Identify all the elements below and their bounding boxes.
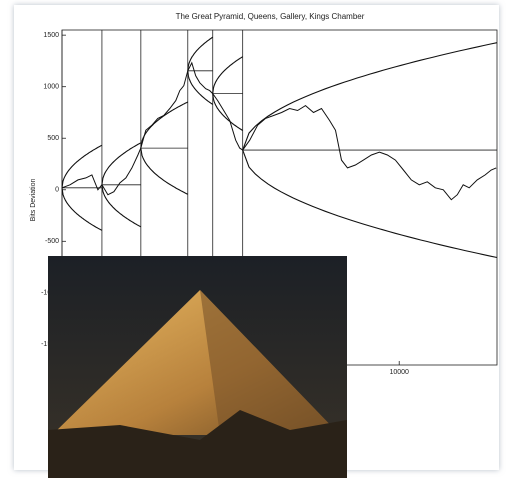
photo (48, 256, 347, 478)
chart-title: The Great Pyramid, Queens, Gallery, King… (176, 12, 365, 21)
envelope (242, 42, 498, 151)
envelope (61, 144, 103, 188)
y-tick-label: 1500 (43, 32, 59, 39)
y-axis-label: Bits Deviation (30, 178, 37, 221)
envelope (212, 56, 243, 94)
envelope (242, 149, 498, 259)
x-tick-label: 10000 (389, 369, 409, 376)
pyramid-shade (200, 290, 340, 435)
envelope (101, 142, 142, 185)
envelope (61, 187, 103, 231)
data-line (61, 61, 497, 201)
envelope (101, 184, 142, 228)
y-tick-label: 1000 (43, 84, 59, 91)
envelope (212, 93, 243, 131)
y-tick-label: -500 (45, 238, 59, 245)
y-tick-label: 500 (47, 135, 59, 142)
envelope (187, 36, 214, 71)
y-tick-label: 0 (55, 187, 59, 194)
envelope (187, 70, 214, 105)
foreground (48, 410, 347, 478)
envelope (140, 148, 189, 195)
